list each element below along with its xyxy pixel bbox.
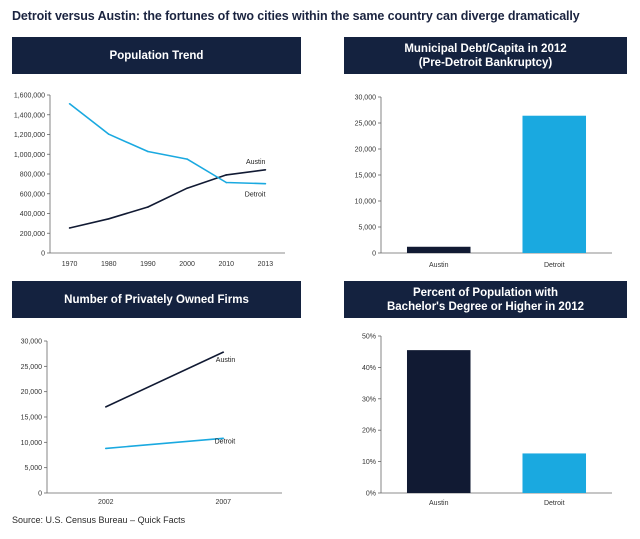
firms-y-tick-label: 10,000 [21,440,43,447]
population-y-tick-label: 1,400,000 [14,112,45,119]
debt-y-tick-label: 0 [372,251,376,258]
population-y-tick-label: 800,000 [20,172,45,179]
population-y-tick-label: 1,600,000 [14,93,45,100]
firms-x-tick-label: 2007 [215,499,231,506]
population-point-detroit [68,102,71,105]
bachelors-y-tick-label: 40% [362,365,376,372]
firms-series-label-detroit: Detroit [215,438,236,445]
debt-y-tick-label: 15,000 [355,173,377,180]
municipal-debt-header: Municipal Debt/Capita in 2012 (Pre-Detro… [344,37,627,74]
firms-y-tick-label: 0 [38,491,42,498]
population-point-detroit [264,182,267,185]
population-series-detroit [69,103,266,185]
firms-series-detroit [105,437,224,450]
population-y-tick-label: 1,200,000 [14,132,45,139]
debt-bar-detroit [522,115,587,253]
source-note: Source: U.S. Census Bureau – Quick Facts [12,515,186,525]
firms-point-austin [104,406,107,408]
firms-series-austin [105,351,224,408]
firms-y-tick-label: 5,000 [24,465,42,472]
bachelors-degree-subtitle: Bachelor's Degree or Higher in 2012 [386,300,585,313]
population-series-label-austin: Austin [246,159,266,166]
municipal-debt-subtitle: (Pre-Detroit Bankruptcy) [418,56,553,69]
municipal-debt-title: Municipal Debt/Capita in 2012 [404,42,567,55]
population-point-austin [225,174,228,176]
population-x-tick-label: 1970 [62,261,78,268]
bachelors-bar-austin [406,350,471,493]
population-point-austin [107,218,110,220]
private-firms-title: Number of Privately Owned Firms [64,293,249,306]
firms-y-tick-label: 15,000 [21,415,43,422]
population-trend-title: Population Trend [109,49,204,62]
firms-point-austin [222,351,225,353]
firms-y-tick-label: 25,000 [21,364,43,371]
debt-y-tick-label: 30,000 [355,95,377,102]
population-y-tick-label: 1,000,000 [14,152,45,159]
population-point-detroit [147,150,149,153]
population-x-tick-label: 2000 [179,261,195,268]
population-y-tick-label: 200,000 [20,231,45,238]
debt-bar-austin [406,246,471,253]
bachelors-y-tick-label: 0% [366,491,376,498]
bachelors-degree-title: Percent of Population with [412,286,558,299]
bachelors-y-tick-label: 20% [362,428,376,435]
debt-y-tick-label: 5,000 [358,225,376,232]
population-x-tick-label: 1990 [140,261,156,268]
firms-y-tick-label: 20,000 [21,389,43,396]
bachelors-x-tick-label: Detroit [544,500,565,507]
bachelors-y-tick-label: 10% [362,459,376,466]
firms-y-tick-label: 30,000 [21,339,43,346]
population-point-detroit [186,158,188,160]
population-x-tick-label: 2013 [258,261,274,268]
debt-y-tick-label: 20,000 [355,147,377,154]
debt-y-tick-label: 25,000 [355,121,377,128]
firms-x-tick-label: 2002 [98,499,114,506]
bachelors-y-tick-label: 50% [362,334,376,341]
bachelors-degree-header: Percent of Population with Bachelor's De… [344,281,627,318]
population-series-austin [69,169,266,229]
debt-x-tick-label: Detroit [544,262,565,269]
bachelors-bar-detroit [522,453,587,493]
population-trend-header: Population Trend [12,37,301,74]
population-y-tick-label: 400,000 [20,211,45,218]
population-point-detroit [225,181,228,184]
firms-point-detroit [222,437,225,440]
debt-y-tick-label: 10,000 [355,199,377,206]
population-y-tick-label: 0 [41,251,45,258]
page-headline: Detroit versus Austin: the fortunes of t… [12,9,580,23]
population-point-detroit [107,133,110,135]
population-point-austin [68,227,71,229]
population-x-tick-label: 1980 [101,261,117,268]
bachelors-y-tick-label: 30% [362,396,376,403]
population-point-austin [264,168,267,171]
bachelors-x-tick-label: Austin [429,500,449,507]
private-firms-header: Number of Privately Owned Firms [12,281,301,318]
firms-point-detroit [104,447,107,450]
population-point-austin [186,187,188,189]
population-series-label-detroit: Detroit [245,192,266,199]
population-x-tick-label: 2010 [218,261,234,268]
population-point-austin [147,206,149,208]
firms-series-label-austin: Austin [216,357,236,364]
population-y-tick-label: 600,000 [20,191,45,198]
debt-x-tick-label: Austin [429,262,449,269]
